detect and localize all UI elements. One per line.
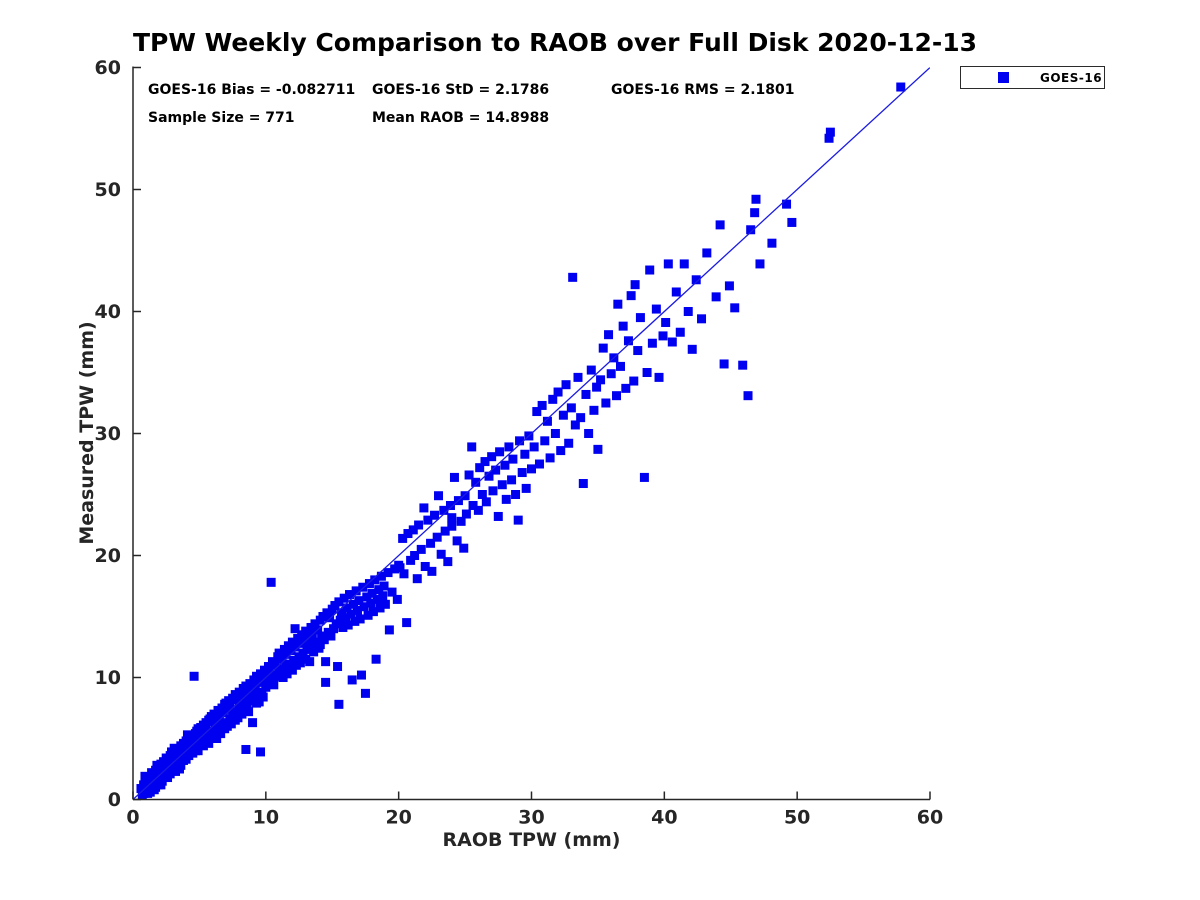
stat-rms: GOES-16 RMS = 2.1801 [611,82,795,98]
legend-series-label: GOES-16 [1040,70,1103,85]
svg-text:0: 0 [126,807,139,829]
stat-std: GOES-16 StD = 2.1786 [372,82,550,98]
svg-text:60: 60 [917,807,943,829]
svg-text:50: 50 [784,807,810,829]
svg-text:50: 50 [95,179,121,201]
stat-bias: GOES-16 Bias = -0.082711 [148,82,356,98]
x-axis-label: RAOB TPW (mm) [442,829,621,851]
svg-text:10: 10 [95,667,121,689]
svg-text:10: 10 [253,807,279,829]
svg-text:30: 30 [95,423,121,445]
legend: GOES-16 [960,66,1105,89]
svg-text:20: 20 [385,807,411,829]
svg-text:20: 20 [95,545,121,567]
svg-text:60: 60 [95,57,121,79]
stat-sample-size: Sample Size = 771 [148,110,295,126]
chart-title: TPW Weekly Comparison to RAOB over Full … [133,28,978,57]
svg-text:40: 40 [95,301,121,323]
y-axis-label: Measured TPW (mm) [76,321,98,545]
data-points [136,82,906,800]
tick-labels: 0 10 20 30 40 50 60 0 10 20 30 40 50 60 [95,57,944,829]
legend-marker-square-icon [998,72,1009,83]
stat-mean-raob: Mean RAOB = 14.8988 [372,110,550,126]
axes [132,66,931,801]
fit-line [133,67,930,800]
svg-text:30: 30 [518,807,544,829]
svg-text:0: 0 [108,789,121,811]
svg-text:40: 40 [651,807,677,829]
